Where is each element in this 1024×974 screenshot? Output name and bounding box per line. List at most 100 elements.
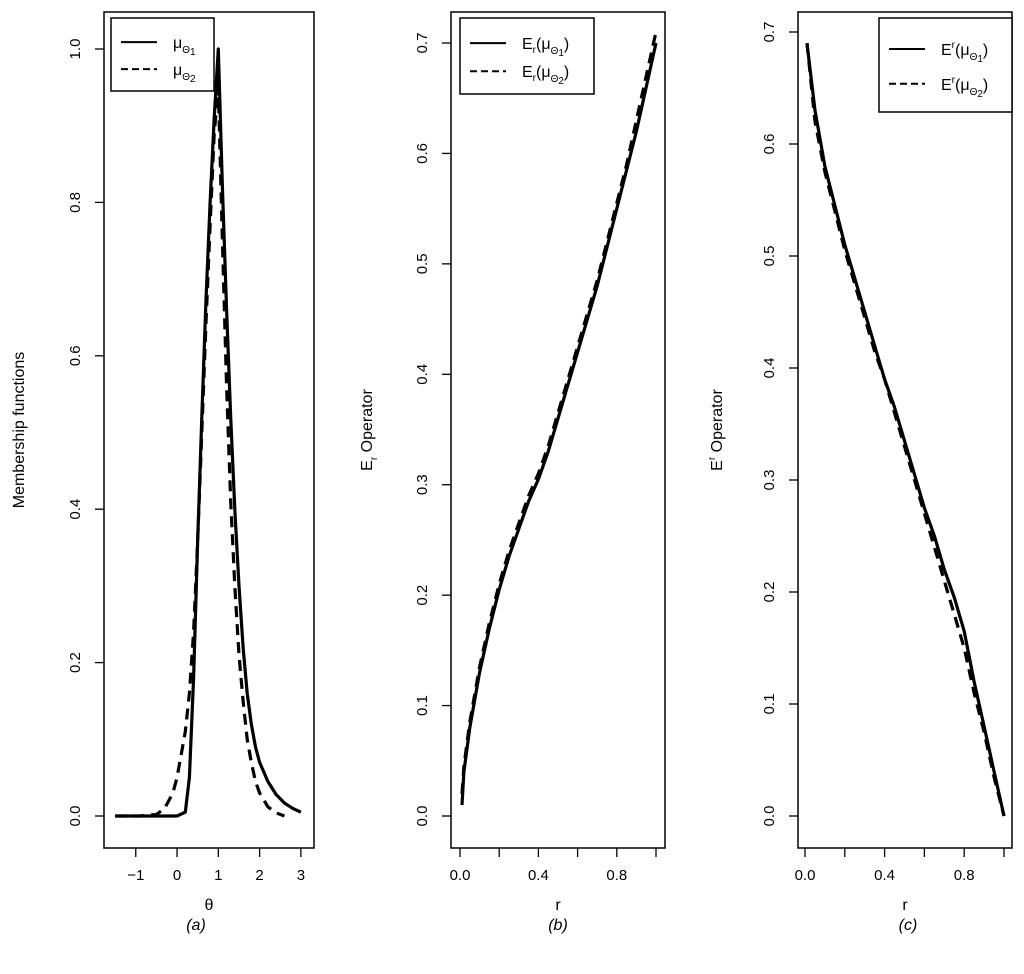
x-tick-label: 1 xyxy=(214,867,222,884)
y-tick-label: 0.0 xyxy=(414,806,431,827)
x-axis: 0.0 0.4 0.8 xyxy=(795,848,1005,884)
legend-box xyxy=(878,17,1013,113)
y-axis: 0.0 0.2 0.4 0.6 0.8 1.0 xyxy=(67,39,104,827)
legend: μΘ1 μΘ2 xyxy=(110,17,215,92)
legend-tilde: Θ xyxy=(970,87,978,98)
x-axis-label: r xyxy=(902,897,908,914)
x-tick-label: 0.8 xyxy=(954,867,975,884)
legend-isub: 1 xyxy=(558,48,564,59)
y-axis: 0.0 0.1 0.2 0.3 0.4 0.5 0.6 0.7 xyxy=(414,33,451,827)
y-label-rest: Operator xyxy=(709,389,726,457)
legend-box xyxy=(110,17,215,92)
x-tick-label: −1 xyxy=(127,867,144,884)
plot-frame xyxy=(797,11,1013,849)
legend-inner: (μ xyxy=(536,64,551,81)
y-axis-label: Er Operator xyxy=(359,389,380,471)
y-label-base: E xyxy=(359,460,376,471)
series-line-dashed xyxy=(115,85,285,818)
panel-caption: (c) xyxy=(899,917,918,934)
y-label-sub: r xyxy=(369,456,380,460)
plot-frame xyxy=(103,11,315,849)
legend-sub: r xyxy=(533,73,537,84)
x-axis-label: θ xyxy=(205,897,214,914)
y-axis: 0.0 0.1 0.2 0.3 0.4 0.5 0.6 0.7 xyxy=(761,22,798,827)
y-axis-label: Membership functions xyxy=(11,352,28,509)
y-tick-label: 0.1 xyxy=(414,695,431,716)
series-line-solid xyxy=(460,42,658,806)
panel-a: −1 0 1 2 3 0.0 0.2 0.4 0.6 0.8 1.0 θ (a) Membership f… xyxy=(11,11,315,934)
legend: Er(μΘ1)Er(μΘ2) xyxy=(878,17,1013,113)
plot-frame xyxy=(450,11,666,849)
legend-base: μ xyxy=(173,62,182,79)
legend-entry: Er(μΘ2) xyxy=(522,64,569,87)
legend-inner: (μ xyxy=(955,77,970,94)
y-tick-label: 1.0 xyxy=(67,39,84,60)
panel-c: 0.0 0.4 0.8 0.0 0.1 0.2 0.3 0.4 0.5 0.6 0.7 r (c) Er … xyxy=(707,11,1013,934)
y-tick-label: 0.7 xyxy=(414,33,431,54)
y-tick-label: 0.2 xyxy=(761,582,778,603)
legend-sup: r xyxy=(952,75,956,86)
legend-entry: μΘ1 xyxy=(173,35,196,58)
legend-inner: (μ xyxy=(536,36,551,53)
legend-close: ) xyxy=(564,36,569,53)
series-line-dashed xyxy=(460,31,658,795)
y-label-rest: Operator xyxy=(359,389,376,457)
legend-entry: μΘ2 xyxy=(173,62,196,85)
legend-base: μ xyxy=(173,35,182,52)
legend-close: ) xyxy=(983,77,988,94)
series-line-solid xyxy=(805,43,1006,817)
legend-base: E xyxy=(522,64,533,81)
legend-sub: r xyxy=(533,45,537,56)
legend-close: ) xyxy=(564,64,569,81)
legend-base: E xyxy=(522,36,533,53)
x-tick-label: 0.8 xyxy=(606,867,627,884)
legend-base: E xyxy=(941,42,952,59)
series-line-solid xyxy=(115,47,302,818)
panel-caption: (b) xyxy=(548,917,568,934)
y-tick-label: 0.7 xyxy=(761,22,778,43)
x-tick-label: 0.0 xyxy=(795,867,816,884)
legend-sub: 2 xyxy=(190,74,196,85)
x-tick-label: 0.0 xyxy=(450,867,471,884)
y-tick-label: 0.2 xyxy=(67,652,84,673)
legend-isub: 2 xyxy=(977,89,983,100)
y-tick-label: 0.4 xyxy=(414,364,431,385)
legend-isub: 1 xyxy=(977,54,983,65)
legend-entry: Er(μΘ1) xyxy=(941,40,988,65)
y-tick-label: 0.4 xyxy=(761,358,778,379)
y-label-base: E xyxy=(709,460,726,471)
y-tick-label: 0.4 xyxy=(67,499,84,520)
y-tick-label: 0.3 xyxy=(761,470,778,491)
legend-inner: (μ xyxy=(955,42,970,59)
legend-sub: 1 xyxy=(190,47,196,58)
y-tick-label: 0.2 xyxy=(414,585,431,606)
legend-sup: r xyxy=(952,40,956,51)
panel-b: 0.0 0.4 0.8 0.0 0.1 0.2 0.3 0.4 0.5 0.6 0.7 r (b) Er … xyxy=(359,11,666,934)
x-tick-label: 0 xyxy=(173,867,181,884)
legend-close: ) xyxy=(983,42,988,59)
legend-box xyxy=(459,17,595,95)
x-tick-label: 2 xyxy=(255,867,263,884)
y-tick-label: 0.5 xyxy=(761,246,778,267)
legend-tilde: Θ xyxy=(970,52,978,63)
y-tick-label: 0.3 xyxy=(414,474,431,495)
series-line-dashed xyxy=(805,43,1006,817)
legend-tilde: Θ xyxy=(551,46,559,57)
y-tick-label: 0.6 xyxy=(414,143,431,164)
legend-isub: 2 xyxy=(558,76,564,87)
legend: Er(μΘ1)Er(μΘ2) xyxy=(459,17,595,95)
y-axis-label: Er Operator xyxy=(707,389,726,471)
x-axis-label: r xyxy=(555,897,561,914)
legend-tilde: Θ xyxy=(551,74,559,85)
x-axis: −1 0 1 2 3 xyxy=(127,848,305,884)
legend-base: E xyxy=(941,77,952,94)
y-tick-label: 0.1 xyxy=(761,694,778,715)
y-tick-label: 0.0 xyxy=(67,806,84,827)
y-tick-label: 0.0 xyxy=(761,806,778,827)
x-tick-label: 0.4 xyxy=(874,867,895,884)
x-tick-label: 3 xyxy=(297,867,305,884)
x-axis: 0.0 0.4 0.8 xyxy=(450,848,657,884)
panel-caption: (a) xyxy=(186,917,206,934)
legend-entry: Er(μΘ1) xyxy=(522,36,569,59)
